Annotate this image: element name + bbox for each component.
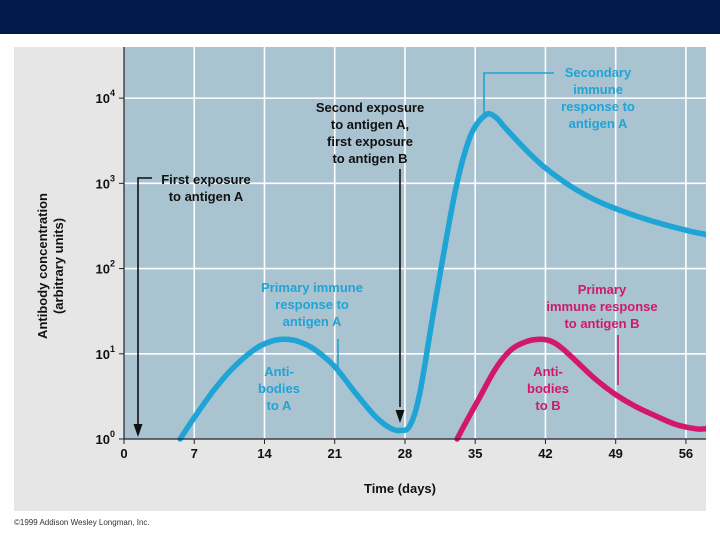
y-tick-label: 102	[96, 259, 115, 277]
annotation-primary-response-a: Primary immune response to antigen A	[261, 280, 363, 329]
annotation-primary-response-b: Primary immune response to antigen B	[546, 282, 657, 331]
x-tick-label: 0	[120, 446, 127, 461]
y-tick-exponent: 4	[110, 88, 115, 98]
x-tick-label: 35	[468, 446, 482, 461]
antibodies-a-line-3: to A	[267, 398, 292, 413]
first-exposure-arrow-line	[137, 177, 152, 427]
x-tick-label: 21	[327, 446, 341, 461]
primary-response-b-line-1: Primary	[578, 282, 627, 297]
first-exposure-line-2: to antigen A	[169, 189, 244, 204]
x-axis-label: Time (days)	[364, 481, 436, 496]
annotation-antibodies-a: Anti- bodies to A	[258, 364, 300, 413]
y-tick-exponent: 3	[110, 173, 115, 183]
x-tick-label: 28	[398, 446, 412, 461]
y-tick-base: 10	[96, 432, 110, 447]
y-tick-base: 10	[96, 262, 110, 277]
annotation-antibodies-b: Anti- bodies to B	[527, 364, 569, 413]
second-exposure-line-4: to antigen B	[332, 151, 407, 166]
series-line-antibodies-b	[454, 336, 706, 442]
x-tick-label: 42	[538, 446, 552, 461]
axes	[123, 47, 706, 440]
primary-response-a-line-3: antigen A	[283, 314, 342, 329]
first-exposure-line-1: First exposure	[161, 172, 251, 187]
y-tick-label: 104	[96, 88, 115, 106]
header-bar	[0, 0, 720, 34]
x-tick-label: 7	[191, 446, 198, 461]
first-exposure-arrowhead	[133, 424, 143, 437]
secondary-response-line-4: antigen A	[569, 116, 628, 131]
primary-response-b-line-3: to antigen B	[564, 316, 639, 331]
y-tick-label: 103	[96, 173, 115, 191]
antibodies-b-line-1: Anti-	[533, 364, 563, 379]
annotation-second-exposure: Second exposure to antigen A, first expo…	[316, 100, 424, 166]
figure-panel: 0 7 14 21 28 35 42 49 56 100 101 102 103 104 Time (da…	[14, 47, 706, 511]
annotation-secondary-response: Secondary immune response to antigen A	[561, 65, 635, 131]
y-tick-exponent: 0	[110, 429, 115, 439]
primary-response-b-line-2: immune response	[546, 299, 657, 314]
plot-area	[124, 47, 706, 439]
antibodies-b-line-2: bodies	[527, 381, 569, 396]
second-exposure-line-3: first exposure	[327, 134, 413, 149]
secondary-response-line-3: response to	[561, 99, 635, 114]
primary-response-a-line-2: response to	[275, 297, 349, 312]
y-tick-exponent: 1	[110, 344, 115, 354]
copyright-notice: ©1999 Addison Wesley Longman, Inc.	[14, 518, 150, 527]
antibodies-b-line-3: to B	[535, 398, 560, 413]
second-exposure-line-2: to antigen A,	[331, 117, 409, 132]
x-tick-label: 49	[608, 446, 622, 461]
series-layer	[177, 110, 706, 442]
grid-lines	[124, 47, 706, 439]
y-tick-base: 10	[96, 347, 110, 362]
second-exposure-line-1: Second exposure	[316, 100, 424, 115]
primary-response-a-line-1: Primary immune	[261, 280, 363, 295]
antibodies-a-line-2: bodies	[258, 381, 300, 396]
y-axis-label: Antibody concentration (arbitrary units)	[35, 193, 66, 339]
y-tick-base: 10	[96, 176, 110, 191]
y-tick-label: 100	[96, 429, 115, 447]
second-exposure-arrowhead	[395, 410, 405, 423]
series-line-antibodies-a	[177, 110, 706, 442]
x-tick-label: 14	[257, 446, 272, 461]
annotation-first-exposure: First exposure to antigen A	[161, 172, 251, 204]
antibodies-a-line-1: Anti-	[264, 364, 294, 379]
y-tick-base: 10	[96, 91, 110, 106]
secondary-response-leader	[483, 72, 554, 119]
y-tick-label: 101	[96, 344, 115, 362]
y-tick-exponent: 2	[110, 259, 115, 269]
annotation-leaders	[133, 72, 619, 437]
y-axis-label-line-1: Antibody concentration	[35, 193, 50, 339]
x-tick-label: 56	[679, 446, 693, 461]
y-axis-label-line-2: (arbitrary units)	[51, 218, 66, 314]
secondary-response-line-2: immune	[573, 82, 623, 97]
secondary-response-line-1: Secondary	[565, 65, 632, 80]
